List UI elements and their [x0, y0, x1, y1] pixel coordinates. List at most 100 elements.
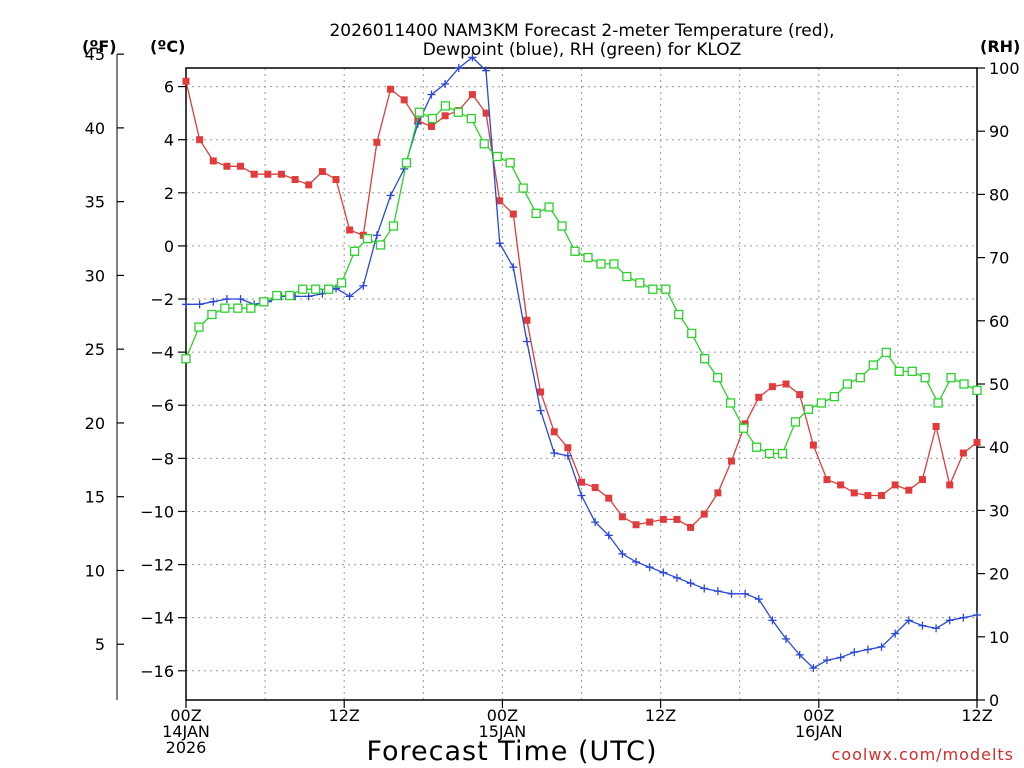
- series-dewpoint: [182, 53, 981, 673]
- data-point: [894, 366, 904, 377]
- data-point: [622, 271, 632, 282]
- data-point: [220, 303, 230, 313]
- data-point: [687, 523, 695, 531]
- data-point: [591, 518, 600, 527]
- x-tick-label: 2026: [166, 738, 207, 757]
- data-point: [659, 515, 667, 523]
- data-point: [618, 549, 627, 558]
- data-point: [850, 648, 859, 657]
- data-point: [564, 444, 572, 452]
- data-point: [277, 170, 285, 178]
- data-point: [400, 96, 408, 104]
- data-point: [605, 494, 613, 502]
- series-layer: [181, 53, 982, 673]
- data-point: [323, 284, 334, 294]
- data-point: [823, 476, 831, 484]
- x-tick-label: 00Z: [803, 706, 834, 725]
- data-point: [318, 168, 326, 176]
- data-point: [635, 278, 645, 288]
- data-point: [959, 613, 968, 622]
- fahrenheit-tick-label: 45: [85, 45, 105, 64]
- series-relative-humidity: [181, 101, 982, 459]
- data-point: [401, 158, 412, 168]
- rh-tick-label: 60: [989, 312, 1009, 331]
- celsius-tick-label: −12: [140, 556, 174, 575]
- data-point: [604, 531, 613, 540]
- rh-unit-label: (RH): [980, 37, 1020, 56]
- data-point: [751, 442, 762, 452]
- data-point: [550, 449, 559, 458]
- series-2-meter-temperature: [182, 77, 981, 531]
- data-point: [687, 328, 697, 339]
- celsius-tick-label: 4: [164, 131, 174, 150]
- data-point: [768, 616, 777, 625]
- data-point: [850, 489, 858, 497]
- data-point: [932, 422, 940, 430]
- data-point: [768, 383, 776, 391]
- data-point: [754, 595, 763, 604]
- fahrenheit-tick-label: 30: [85, 266, 105, 285]
- series-line: [185, 81, 978, 529]
- data-point: [755, 393, 763, 401]
- data-point: [550, 428, 558, 436]
- data-point: [661, 284, 671, 294]
- data-point: [531, 208, 541, 219]
- x-tick-label: 14JAN: [162, 722, 210, 741]
- data-point: [891, 481, 899, 489]
- data-point: [375, 240, 386, 250]
- data-point: [829, 391, 840, 402]
- data-point: [536, 406, 545, 415]
- data-point: [918, 476, 926, 484]
- x-tick-label: 16JAN: [795, 722, 843, 741]
- data-point: [482, 66, 491, 75]
- data-point: [686, 579, 695, 588]
- data-point: [345, 292, 354, 301]
- data-point: [223, 162, 231, 170]
- data-point: [570, 246, 580, 256]
- data-point: [822, 656, 831, 665]
- data-point: [700, 510, 708, 518]
- data-point: [427, 113, 438, 124]
- rh-tick-label: 30: [989, 501, 1009, 520]
- gridlines: [186, 68, 977, 700]
- data-point: [973, 438, 981, 446]
- data-point: [933, 398, 943, 408]
- data-point: [372, 231, 381, 240]
- data-point: [864, 492, 872, 500]
- data-point: [659, 568, 668, 577]
- data-point: [272, 290, 282, 301]
- data-point: [907, 366, 917, 377]
- data-point: [250, 170, 258, 178]
- data-point: [482, 109, 490, 117]
- data-point: [359, 281, 368, 290]
- data-point: [905, 486, 913, 494]
- data-point: [509, 210, 517, 218]
- data-point: [809, 441, 817, 449]
- data-point: [440, 101, 450, 111]
- data-point: [700, 354, 710, 364]
- data-point: [881, 347, 891, 358]
- data-point: [237, 162, 245, 170]
- celsius-tick-label: −16: [140, 662, 174, 681]
- chart-title-line2: Dewpoint (blue), RH (green) for KLOZ: [423, 40, 742, 60]
- data-point: [836, 653, 845, 662]
- data-point: [386, 191, 395, 200]
- celsius-tick-label: −6: [150, 396, 174, 415]
- rh-tick-label: 90: [989, 122, 1009, 141]
- data-point: [346, 226, 354, 234]
- data-point: [725, 398, 736, 408]
- fahrenheit-tick-label: 20: [85, 414, 105, 433]
- data-point: [195, 300, 204, 309]
- data-point: [863, 645, 872, 654]
- x-tick-label: 00Z: [487, 706, 518, 725]
- fahrenheit-tick-label: 15: [85, 488, 105, 507]
- data-point: [816, 398, 827, 408]
- rh-tick-label: 80: [989, 185, 1009, 204]
- data-point: [609, 259, 619, 269]
- celsius-tick-label: −14: [140, 609, 174, 628]
- data-point: [373, 138, 381, 146]
- celsius-tick-label: 2: [164, 184, 174, 203]
- data-point: [973, 611, 981, 620]
- data-point: [918, 621, 927, 630]
